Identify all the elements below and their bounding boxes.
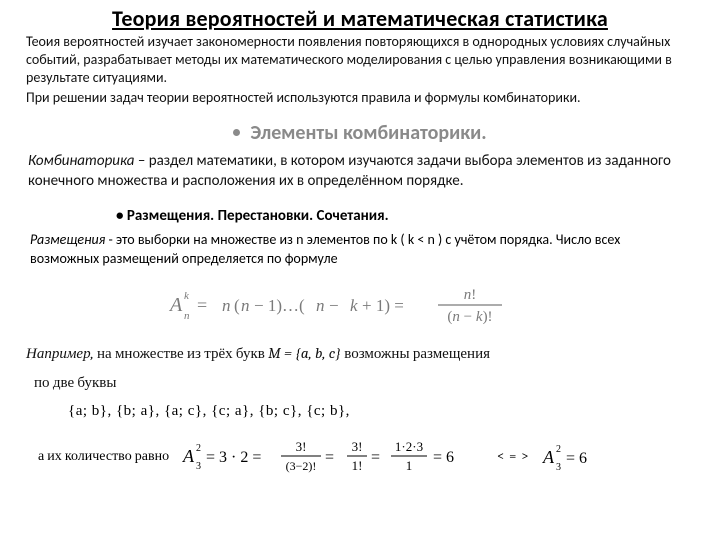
svg-text:(n − k)!: (n − k)! — [447, 309, 492, 325]
svg-text:3: 3 — [556, 462, 561, 473]
combinatorics-definition: Комбинаторика – раздел математики, в кот… — [26, 151, 694, 192]
svg-text:A: A — [182, 446, 195, 466]
svg-text:1·2·3: 1·2·3 — [395, 439, 423, 454]
svg-text:n!: n! — [464, 287, 477, 303]
svg-text:A: A — [542, 447, 555, 467]
count-arrow: < = > — [497, 449, 529, 464]
svg-text:− 1)…(: − 1)…( — [254, 296, 305, 315]
svg-text:3!: 3! — [352, 439, 363, 454]
intro-paragraph-2: При решении задач теории вероятностей ис… — [26, 89, 694, 107]
example-tail: возможны размещения — [341, 344, 490, 362]
page-title: Теория вероятностей и математическая ста… — [26, 6, 694, 31]
example-line-1: Например, на множестве из трёх букв M = … — [26, 342, 694, 365]
svg-text:2: 2 — [196, 443, 201, 454]
svg-text:3: 3 — [196, 461, 201, 472]
razm-definition: Размещения - это выборки на множестве из… — [26, 231, 694, 269]
svg-text:(: ( — [234, 296, 240, 315]
svg-text:1: 1 — [406, 458, 413, 473]
formula-main: A k n = n ( n − 1)…( n − k + 1) = n! (n … — [26, 281, 694, 332]
pairs-list: {a; b}, {b; a}, {a; c}, {c; a}, {b; c}, … — [26, 403, 694, 420]
intro-paragraph-1: Теоия вероятностей изучает закономерност… — [26, 33, 694, 87]
sub-heading: Размещения. Перестановки. Сочетания. — [26, 207, 694, 225]
svg-text:k: k — [350, 296, 358, 315]
svg-text:=: = — [197, 295, 207, 315]
svg-text:A: A — [168, 294, 183, 316]
bullet-icon — [233, 129, 240, 136]
count-formula-left: A 2 3 = 3 · 2 = 3! (3−2)! = 3! 1! = 1·2·… — [183, 434, 483, 478]
razm-rest: - это выборки на множестве из n элементо… — [30, 231, 620, 267]
svg-text:n: n — [222, 296, 231, 315]
svg-text:2: 2 — [556, 444, 561, 455]
example-line-2: по две буквы — [26, 371, 694, 394]
slide: Теория вероятностей и математическая ста… — [0, 0, 720, 478]
svg-text:= 6: = 6 — [566, 450, 587, 467]
svg-text:n: n — [316, 296, 325, 315]
svg-text:= 3 · 2 =: = 3 · 2 = — [206, 449, 261, 466]
section-heading: Элементы комбинаторики. — [26, 121, 694, 145]
count-row: а их количество равно A 2 3 = 3 · 2 = 3!… — [26, 434, 694, 478]
svg-text:1!: 1! — [352, 458, 363, 473]
svg-text:3!: 3! — [296, 439, 307, 454]
svg-text:=: = — [325, 449, 334, 466]
example-set: M = {a, b, c} — [268, 344, 341, 362]
example-block: Например, на множестве из трёх букв M = … — [26, 342, 694, 393]
svg-text:= 6: = 6 — [433, 449, 454, 466]
count-formula-right: A 2 3 = 6 — [543, 439, 613, 473]
svg-text:n: n — [184, 310, 190, 322]
svg-text:−: − — [329, 296, 339, 315]
svg-text:n: n — [241, 296, 250, 315]
example-mid: на множестве из трёх букв — [94, 344, 268, 362]
comb-def-lead: Комбинаторика — [28, 152, 134, 170]
svg-text:=: = — [371, 449, 380, 466]
svg-text:k: k — [184, 290, 190, 302]
razm-lead: Размещения — [30, 231, 105, 248]
count-lead: а их количество равно — [26, 447, 169, 465]
svg-text:(3−2)!: (3−2)! — [286, 459, 317, 473]
example-lead: Например, — [26, 344, 94, 362]
svg-text:+ 1) =: + 1) = — [362, 296, 404, 315]
section-heading-text: Элементы комбинаторики. — [250, 121, 486, 145]
